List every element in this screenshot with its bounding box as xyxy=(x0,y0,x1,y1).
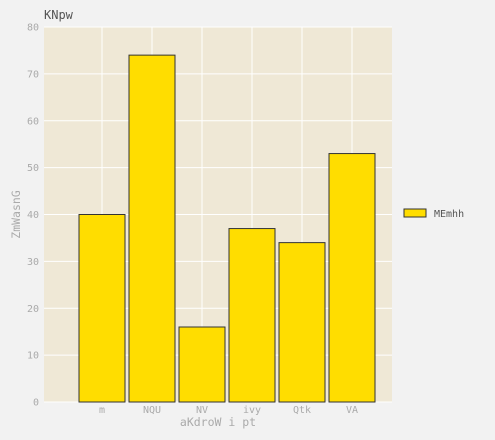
bar-NQU xyxy=(128,54,176,403)
legend: MEmhh xyxy=(403,208,464,220)
y-tick-label: 20 xyxy=(27,304,39,315)
y-axis-ticks: 0 10 20 30 40 50 60 70 80 xyxy=(27,23,39,409)
x-tick-label: VA xyxy=(346,405,358,416)
bar-VA xyxy=(328,153,376,403)
x-tick-label: Qtk xyxy=(293,405,311,416)
y-tick-label: 10 xyxy=(27,351,39,362)
x-tick-label: m xyxy=(99,405,105,416)
legend-swatch xyxy=(403,208,427,218)
y-axis-label: ZmWasnG xyxy=(9,190,23,239)
bar-ivy xyxy=(228,228,276,403)
y-tick-label: 30 xyxy=(27,257,39,268)
y-tick-label: 80 xyxy=(27,23,39,34)
legend-label: MEmhh xyxy=(434,209,464,220)
y-tick-label: 0 xyxy=(33,398,39,409)
y-tick-label: 70 xyxy=(27,69,39,80)
x-axis-label: aKdroW i pt xyxy=(180,415,256,429)
y-tick-label: 50 xyxy=(27,163,39,174)
x-axis-ticks: m NQU NV ivy Qtk VA xyxy=(99,405,358,416)
bar-NV xyxy=(178,326,226,403)
bar-m xyxy=(78,214,126,403)
bars xyxy=(78,54,376,403)
y-tick-label: 40 xyxy=(27,210,39,221)
y-tick-label: 60 xyxy=(27,116,39,127)
x-tick-label: NQU xyxy=(143,405,161,416)
chart-title: KNpw xyxy=(44,8,74,22)
x-tick-label: ivy xyxy=(243,405,261,416)
bar-Qtk xyxy=(278,242,326,403)
x-tick-label: NV xyxy=(196,405,208,416)
